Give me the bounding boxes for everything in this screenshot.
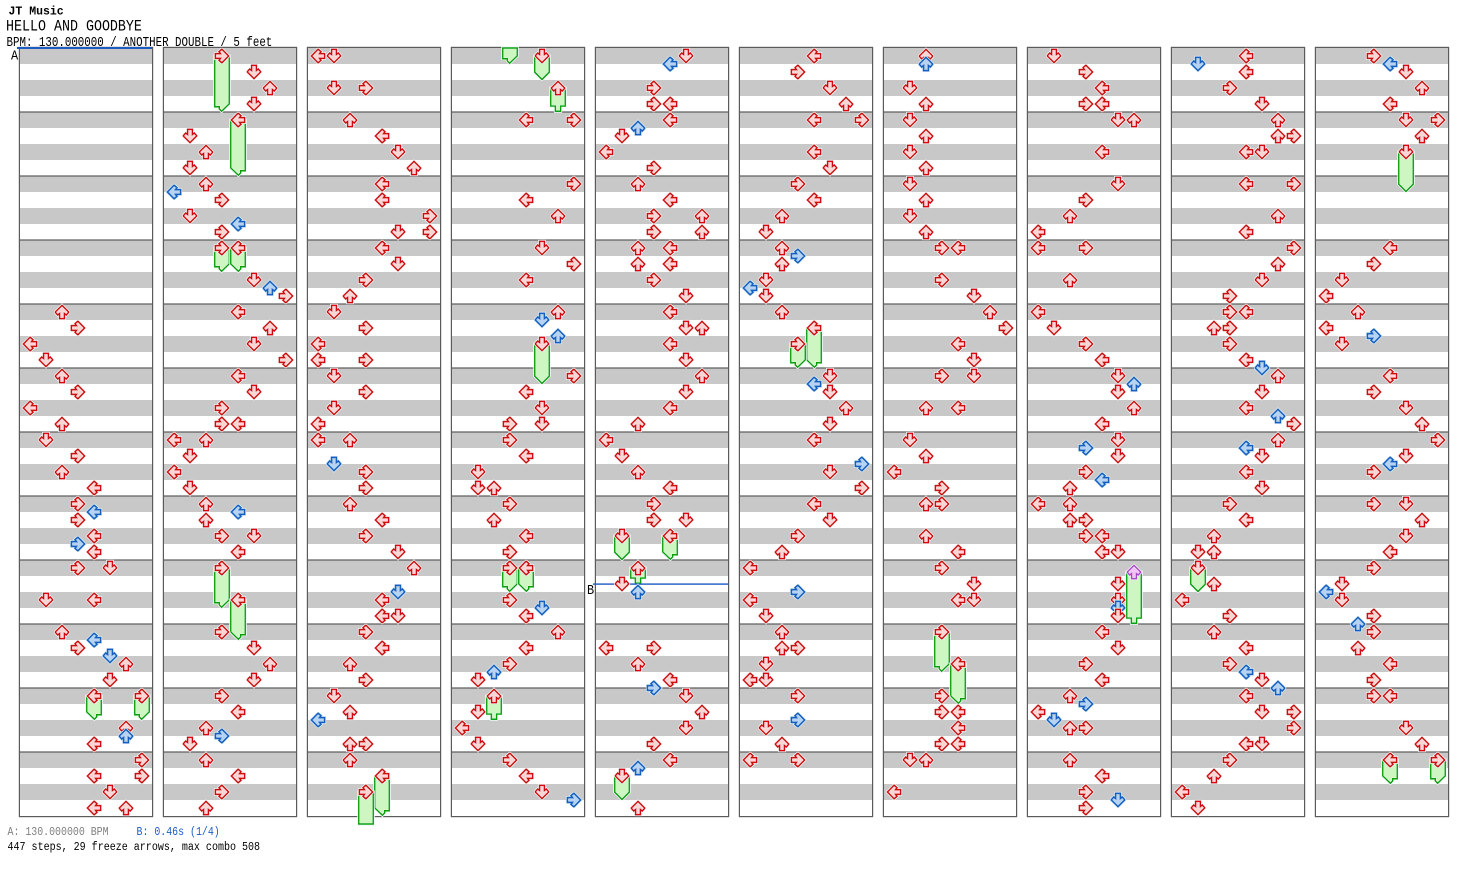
svg-text:JT Music: JT Music — [9, 5, 64, 18]
svg-text:B: B — [587, 582, 594, 598]
svg-text:HELLO AND GOODBYE: HELLO AND GOODBYE — [6, 19, 142, 36]
svg-text:A: 130.000000 BPM: A: 130.000000 BPM — [8, 826, 109, 839]
svg-text:A: A — [11, 48, 18, 64]
svg-text:B: 0.46s (1/4): B: 0.46s (1/4) — [137, 826, 220, 839]
svg-text:447 steps, 29 freeze arrows, m: 447 steps, 29 freeze arrows, max combo 5… — [8, 841, 261, 854]
svg-text:BPM: 130.000000 / ANOTHER DOUB: BPM: 130.000000 / ANOTHER DOUBLE / 5 fee… — [7, 35, 273, 51]
